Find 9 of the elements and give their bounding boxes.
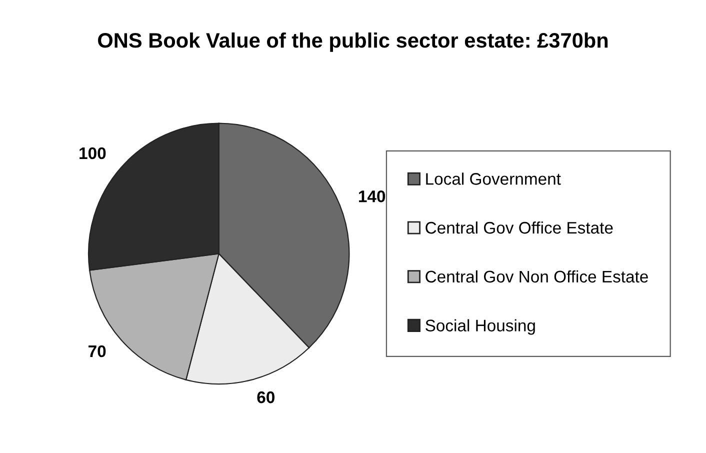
legend-label: Central Gov Non Office Estate [426,270,648,283]
data-label: 60 [257,391,274,404]
legend-label: Social Housing [426,319,535,335]
data-label: 100 [80,147,106,160]
legend-label: Local Government [426,172,561,185]
data-label: 70 [88,345,106,358]
data-label: 140 [358,190,386,202]
legend-label: Central Gov Office Estate [426,221,613,234]
chart-title: ONS Book Value of the public sector estate: £370bn [98,32,608,52]
